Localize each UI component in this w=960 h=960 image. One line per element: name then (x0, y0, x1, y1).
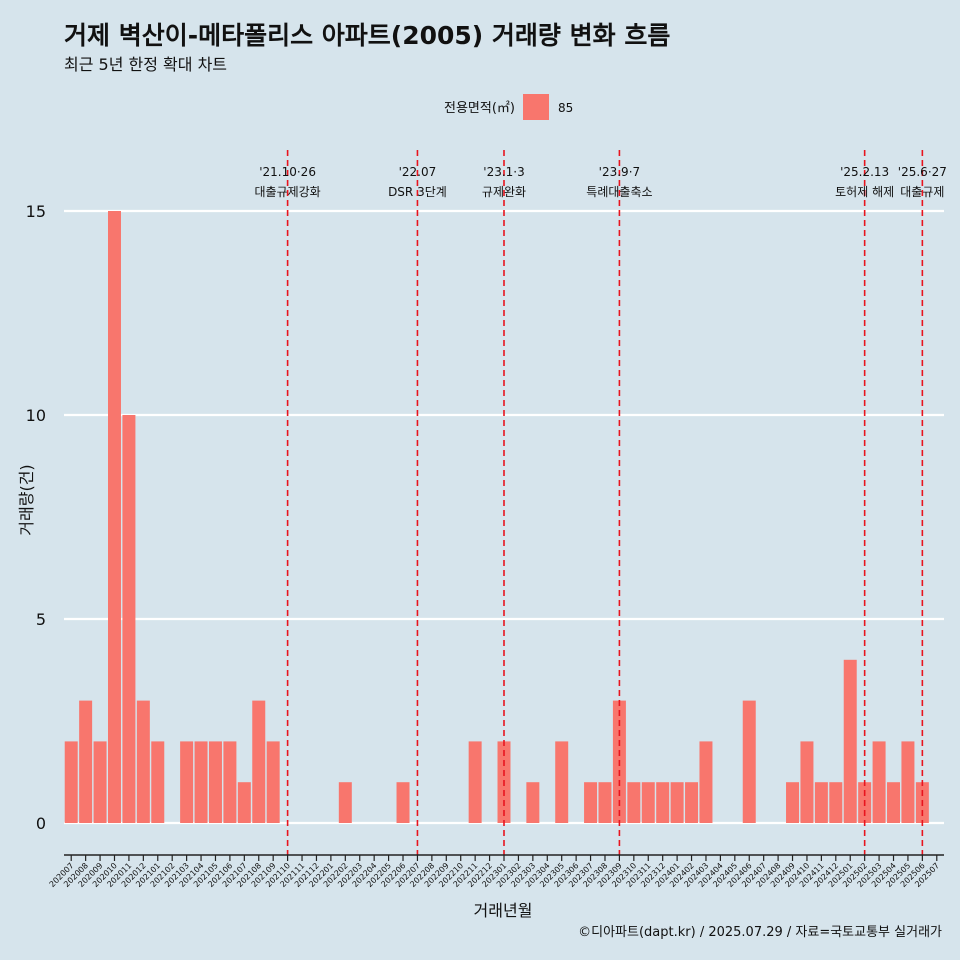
bar (627, 782, 641, 823)
y-tick-label: 5 (36, 610, 46, 629)
chart-subtitle: 최근 5년 한정 확대 차트 (64, 55, 227, 74)
bar (829, 782, 843, 823)
bar (136, 700, 150, 823)
bar (79, 700, 93, 823)
bar (237, 782, 251, 823)
chart-title: 거제 벽산이-메타폴리스 아파트(2005) 거래량 변화 흐름 (64, 21, 670, 50)
bar (208, 741, 222, 823)
bar (685, 782, 699, 823)
bar (872, 741, 886, 823)
event-date-label: '22.07 (399, 165, 437, 179)
event-date-label: '23.1·3 (483, 165, 524, 179)
event-date-label: '25.2.13 (840, 165, 889, 179)
y-axis-label: 거래량(건) (17, 464, 36, 535)
bar (786, 782, 800, 823)
x-tick-labels: 2020072020082020092020102020112020122021… (48, 861, 942, 889)
bar (108, 211, 121, 823)
legend-swatch (523, 94, 549, 120)
bar (93, 741, 107, 823)
bar (555, 741, 569, 823)
y-tick-label: 10 (26, 406, 46, 425)
legend: 전용면적(㎡) 85 (444, 94, 573, 120)
event-annotations: '21.10·26 대출규제강화 '22.07 DSR 3단계 '23.1·3 규제완화 '… (254, 150, 947, 855)
bar (843, 659, 857, 823)
bar (814, 782, 828, 823)
bar (598, 782, 612, 823)
event-name-label: 토허제 해제 (835, 185, 894, 199)
event-name-label: 대출규제강화 (254, 185, 320, 199)
event-name-label: 특례대출축소 (586, 185, 652, 199)
y-tick-label: 15 (26, 202, 46, 221)
bar (699, 741, 713, 823)
event-name-label: DSR 3단계 (388, 185, 447, 199)
bar (223, 741, 237, 823)
x-axis (64, 854, 944, 861)
bars (64, 211, 929, 823)
y-tick-label: 0 (36, 814, 46, 833)
bar (338, 782, 352, 823)
bar (901, 741, 915, 823)
x-axis-label: 거래년월 (474, 901, 533, 920)
bar (252, 700, 266, 823)
bar (742, 700, 756, 823)
bar (151, 741, 165, 823)
bar (194, 741, 208, 823)
bar (396, 782, 410, 823)
bar (887, 782, 900, 823)
bar (122, 415, 136, 823)
bar (266, 741, 280, 823)
bar (656, 782, 670, 823)
legend-label: 85 (558, 101, 573, 115)
event-name-label: 규제완화 (482, 185, 526, 199)
chart-caption: ©디아파트(dapt.kr) / 2025.07.29 / 자료=국토교통부 실… (578, 925, 942, 940)
bar (641, 782, 655, 823)
bar (468, 741, 482, 823)
event-name-label: 대출규제 (900, 185, 944, 199)
event-date-label: '21.10·26 (259, 165, 316, 179)
event-date-label: '23.9·7 (599, 165, 640, 179)
bar (526, 782, 540, 823)
bar (180, 741, 194, 823)
bar (64, 741, 78, 823)
event-date-label: '25.6·27 (898, 165, 947, 179)
bar (584, 782, 598, 823)
bar (800, 741, 814, 823)
legend-title: 전용면적(㎡) (444, 101, 515, 116)
bar (670, 782, 684, 823)
y-tick-labels: 0 5 10 15 (26, 202, 46, 833)
